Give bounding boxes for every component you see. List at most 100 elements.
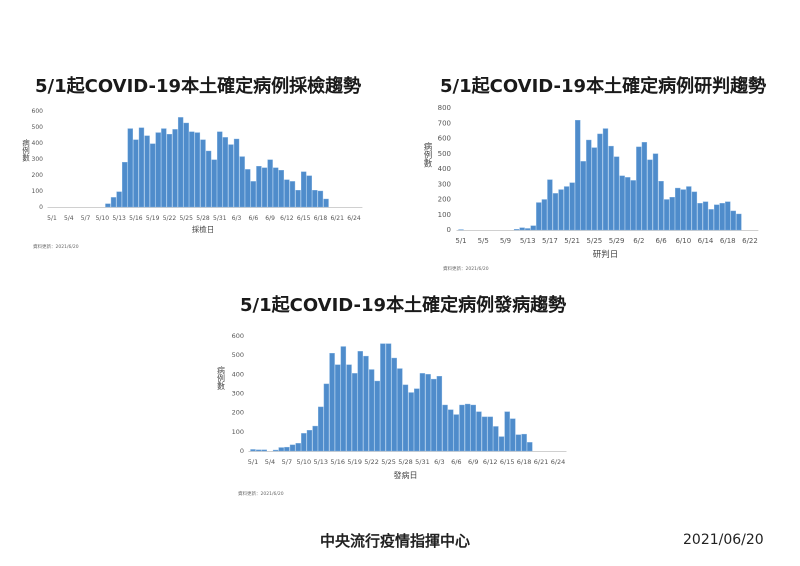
y-tick-label: 500 bbox=[32, 124, 44, 131]
x-tick-label: 5/1 bbox=[455, 237, 466, 245]
bar bbox=[558, 189, 564, 231]
bar bbox=[513, 229, 520, 231]
bar bbox=[211, 159, 217, 208]
bar bbox=[295, 189, 301, 208]
bar bbox=[436, 376, 443, 452]
x-tick-label: 5/17 bbox=[542, 237, 558, 245]
x-tick-label: 5/16 bbox=[129, 215, 143, 222]
bar bbox=[317, 190, 324, 208]
x-tick-label: 5/21 bbox=[564, 237, 580, 245]
chart3-title: 5/1起COVID-19本土確定病例發病趨勢 bbox=[240, 295, 567, 316]
x-tick-label: 6/22 bbox=[742, 237, 758, 245]
bar bbox=[250, 181, 256, 208]
y-tick-label: 100 bbox=[438, 211, 451, 219]
x-tick-label: 6/9 bbox=[468, 458, 478, 466]
x-tick-label: 6/6 bbox=[249, 215, 259, 222]
bar bbox=[278, 447, 284, 452]
bar bbox=[233, 138, 240, 208]
bar bbox=[255, 449, 262, 452]
x-tick-label: 5/22 bbox=[163, 215, 177, 222]
source-note: 資料更新：2021/6/20 bbox=[238, 490, 284, 497]
footer-date: 2021/06/20 bbox=[683, 532, 764, 548]
bar bbox=[217, 131, 223, 208]
bar bbox=[301, 433, 307, 452]
bar bbox=[541, 199, 548, 231]
bar bbox=[453, 414, 460, 452]
x-tick-label: 5/10 bbox=[96, 215, 110, 222]
y-tick-label: 800 bbox=[438, 104, 451, 112]
bar bbox=[414, 388, 420, 452]
x-tick-label: 5/10 bbox=[297, 458, 312, 466]
bar bbox=[586, 139, 592, 231]
x-tick-label: 6/21 bbox=[534, 458, 549, 466]
bar bbox=[402, 384, 409, 452]
bar bbox=[602, 128, 609, 231]
bar bbox=[127, 128, 133, 208]
bar bbox=[569, 182, 575, 231]
bar bbox=[385, 343, 392, 452]
bar bbox=[267, 159, 273, 208]
bar bbox=[306, 430, 313, 452]
x-tick-label: 5/13 bbox=[313, 458, 328, 466]
bar bbox=[647, 159, 653, 231]
bar bbox=[408, 392, 414, 452]
bar bbox=[273, 167, 279, 208]
bar bbox=[133, 139, 139, 208]
bar bbox=[323, 198, 329, 208]
bar bbox=[222, 137, 229, 208]
x-tick-label: 5/1 bbox=[47, 215, 57, 222]
bar bbox=[363, 355, 369, 452]
source-note: 資料更新：2021/6/20 bbox=[443, 265, 489, 272]
y-tick-label: 0 bbox=[447, 226, 451, 234]
bar bbox=[498, 436, 505, 452]
bar bbox=[189, 131, 195, 208]
bar bbox=[493, 426, 499, 452]
bar bbox=[736, 213, 742, 231]
x-tick-label: 5/4 bbox=[265, 458, 275, 466]
bar bbox=[730, 210, 736, 231]
bar bbox=[116, 191, 122, 208]
bar bbox=[719, 203, 725, 231]
bar bbox=[329, 353, 335, 452]
bar bbox=[636, 146, 642, 231]
x-tick-label: 5/31 bbox=[415, 458, 430, 466]
bar bbox=[527, 442, 533, 452]
bar bbox=[536, 202, 542, 231]
y-tick-label: 0 bbox=[39, 204, 43, 211]
bar bbox=[368, 369, 375, 452]
x-tick-label: 6/6 bbox=[451, 458, 461, 466]
bar bbox=[105, 203, 111, 208]
x-tick-label: 5/16 bbox=[330, 458, 345, 466]
x-tick-label: 6/15 bbox=[500, 458, 515, 466]
footer-org: 中央流行疫情指揮中心 bbox=[320, 532, 471, 550]
bar bbox=[459, 404, 465, 452]
bar bbox=[397, 368, 403, 452]
bar bbox=[312, 189, 318, 208]
bar bbox=[641, 142, 648, 231]
x-tick-label: 5/19 bbox=[146, 215, 160, 222]
bar bbox=[177, 117, 184, 208]
bar bbox=[608, 145, 614, 231]
bar bbox=[725, 201, 731, 231]
x-tick-label: 5/25 bbox=[179, 215, 193, 222]
bar bbox=[200, 139, 206, 208]
y-tick-label: 0 bbox=[240, 447, 244, 455]
bar bbox=[442, 404, 448, 452]
bar bbox=[161, 128, 167, 208]
y-tick-label: 600 bbox=[32, 108, 44, 115]
bar bbox=[625, 177, 631, 231]
bar bbox=[166, 133, 173, 208]
y-tick-label: 400 bbox=[232, 370, 244, 378]
bar bbox=[144, 135, 150, 208]
bar bbox=[256, 165, 262, 208]
bar bbox=[464, 403, 471, 452]
bar bbox=[431, 378, 437, 452]
y-tick-label: 500 bbox=[438, 150, 451, 158]
y-axis-title: 病例數 bbox=[217, 365, 226, 391]
x-tick-label: 5/13 bbox=[112, 215, 126, 222]
bar bbox=[289, 444, 296, 452]
bar bbox=[239, 156, 245, 208]
y-tick-label: 300 bbox=[232, 390, 244, 398]
bar bbox=[351, 373, 358, 452]
bar bbox=[519, 227, 525, 231]
